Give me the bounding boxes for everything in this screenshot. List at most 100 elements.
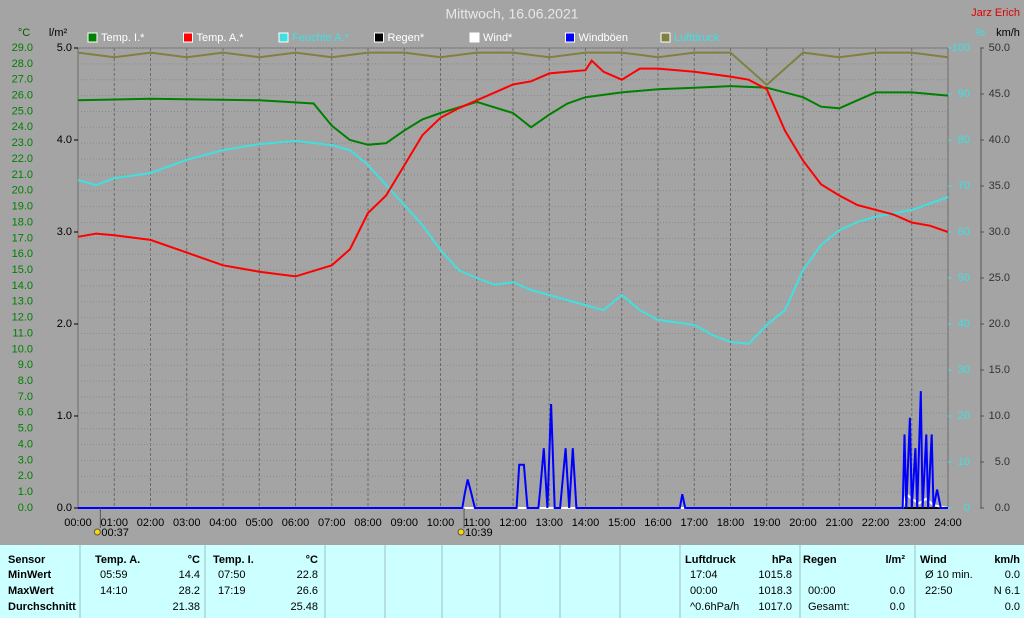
stat-value: 0.0 (890, 585, 905, 597)
x-tick-label: 15:00 (608, 517, 636, 529)
legend-swatch (87, 32, 98, 43)
stat-label: Ø 10 min. (925, 569, 973, 581)
y3-tick-label: 100 (952, 42, 970, 54)
unit-label: km/h (996, 27, 1020, 39)
stat-label: 17:19 (218, 585, 246, 597)
column-unit: km/h (994, 554, 1020, 566)
y3-tick-label: 50 (958, 272, 970, 284)
legend-label: Feuchte A.* (292, 32, 350, 44)
x-tick-label: 17:00 (680, 517, 708, 529)
stat-value: 1018.3 (758, 585, 792, 597)
y-tick-label: 26.0 (12, 89, 33, 101)
legend-label: Luftdruck (674, 32, 720, 44)
y-tick-label: 1.0 (18, 486, 33, 498)
x-tick-label: 05:00 (245, 517, 273, 529)
x-tick-label: 01:00 (100, 517, 128, 529)
stat-value: 1015.8 (758, 569, 792, 581)
column-unit: °C (188, 554, 200, 566)
x-tick-label: 16:00 (644, 517, 672, 529)
y3-tick-label: 0 (964, 502, 970, 514)
y-tick-label: 15.0 (12, 264, 33, 276)
series-line (77, 51, 949, 87)
y4-tick-label: 30.0 (989, 226, 1010, 238)
x-tick-label: 24:00 (934, 517, 962, 529)
y-tick-label: 24.0 (12, 121, 33, 133)
x-tick-label: 20:00 (789, 517, 817, 529)
row-label: MaxWert (8, 585, 54, 597)
column-name: Luftdruck (685, 554, 737, 566)
column-unit: l/m² (885, 554, 905, 566)
stat-label: 00:00 (690, 585, 718, 597)
x-tick-label: 08:00 (354, 517, 382, 529)
x-tick-label: 14:00 (572, 517, 600, 529)
stats-panel (0, 545, 1024, 618)
x-tick-label: 19:00 (753, 517, 781, 529)
y2-tick-label: 2.0 (57, 318, 72, 330)
stat-label: Gesamt: (808, 601, 850, 613)
y3-tick-label: 80 (958, 134, 970, 146)
x-tick-label: 07:00 (318, 517, 346, 529)
legend-swatch (565, 32, 575, 43)
y-tick-label: 21.0 (12, 169, 33, 181)
annotation-label: 00:37 (101, 527, 129, 539)
legend-label: Temp. I.* (101, 32, 145, 44)
legend-swatch (374, 32, 384, 43)
stat-value: 22.8 (297, 569, 318, 581)
y-tick-label: 25.0 (12, 105, 33, 117)
stat-value: 0.0 (1005, 569, 1020, 581)
x-tick-label: 13:00 (535, 517, 563, 529)
y-tick-label: 3.0 (18, 454, 33, 466)
unit-label: °C (18, 27, 30, 39)
y2-tick-label: 3.0 (57, 226, 72, 238)
series-line (77, 85, 949, 146)
y-tick-label: 5.0 (18, 423, 33, 435)
y4-tick-label: 0.0 (995, 502, 1010, 514)
y-tick-label: 28.0 (12, 58, 33, 70)
y-tick-label: 29.0 (12, 42, 33, 54)
column-name: Temp. I. (213, 554, 254, 566)
stat-label: 00:00 (808, 585, 836, 597)
y-tick-label: 4.0 (18, 438, 33, 450)
y4-tick-label: 50.0 (989, 42, 1010, 54)
legend-label: Temp. A.* (197, 32, 245, 44)
y3-tick-label: 30 (958, 364, 970, 376)
x-tick-label: 12:00 (499, 517, 527, 529)
annotation-icon (457, 528, 465, 536)
y3-tick-label: 70 (958, 180, 970, 192)
legend-label: Windböen (579, 32, 629, 44)
y4-tick-label: 20.0 (989, 318, 1010, 330)
x-tick-label: 23:00 (898, 517, 926, 529)
y4-tick-label: 35.0 (989, 180, 1010, 192)
legend-swatch (660, 32, 671, 43)
unit-label: % (975, 27, 985, 39)
y3-tick-label: 20 (958, 410, 970, 422)
y-tick-label: 17.0 (12, 232, 33, 244)
x-tick-label: 22:00 (862, 517, 890, 529)
stat-value: 21.38 (172, 601, 200, 613)
y-tick-label: 22.0 (12, 153, 33, 165)
column-name: Temp. A. (95, 554, 140, 566)
x-tick-label: 09:00 (390, 517, 418, 529)
y2-tick-label: 4.0 (57, 134, 72, 146)
x-tick-label: 18:00 (717, 517, 745, 529)
legend-swatch (183, 32, 193, 43)
y-tick-label: 18.0 (12, 216, 33, 228)
x-tick-label: 21:00 (825, 517, 853, 529)
stat-label: 22:50 (925, 585, 953, 597)
legend-label: Regen* (388, 32, 425, 44)
column-unit: °C (306, 554, 318, 566)
stat-value: 14.4 (179, 569, 200, 581)
stat-value: 26.6 (297, 585, 318, 597)
legend-swatch (469, 32, 480, 43)
y-tick-label: 6.0 (18, 407, 33, 419)
x-tick-label: 02:00 (137, 517, 165, 529)
y-tick-label: 2.0 (18, 470, 33, 482)
stat-value: 28.2 (179, 585, 200, 597)
row-label: Durchschnitt (8, 601, 76, 613)
y4-tick-label: 25.0 (989, 272, 1010, 284)
x-tick-label: 00:00 (64, 517, 92, 529)
stat-value: N 6.1 (994, 585, 1020, 597)
y2-tick-label: 0.0 (57, 502, 72, 514)
